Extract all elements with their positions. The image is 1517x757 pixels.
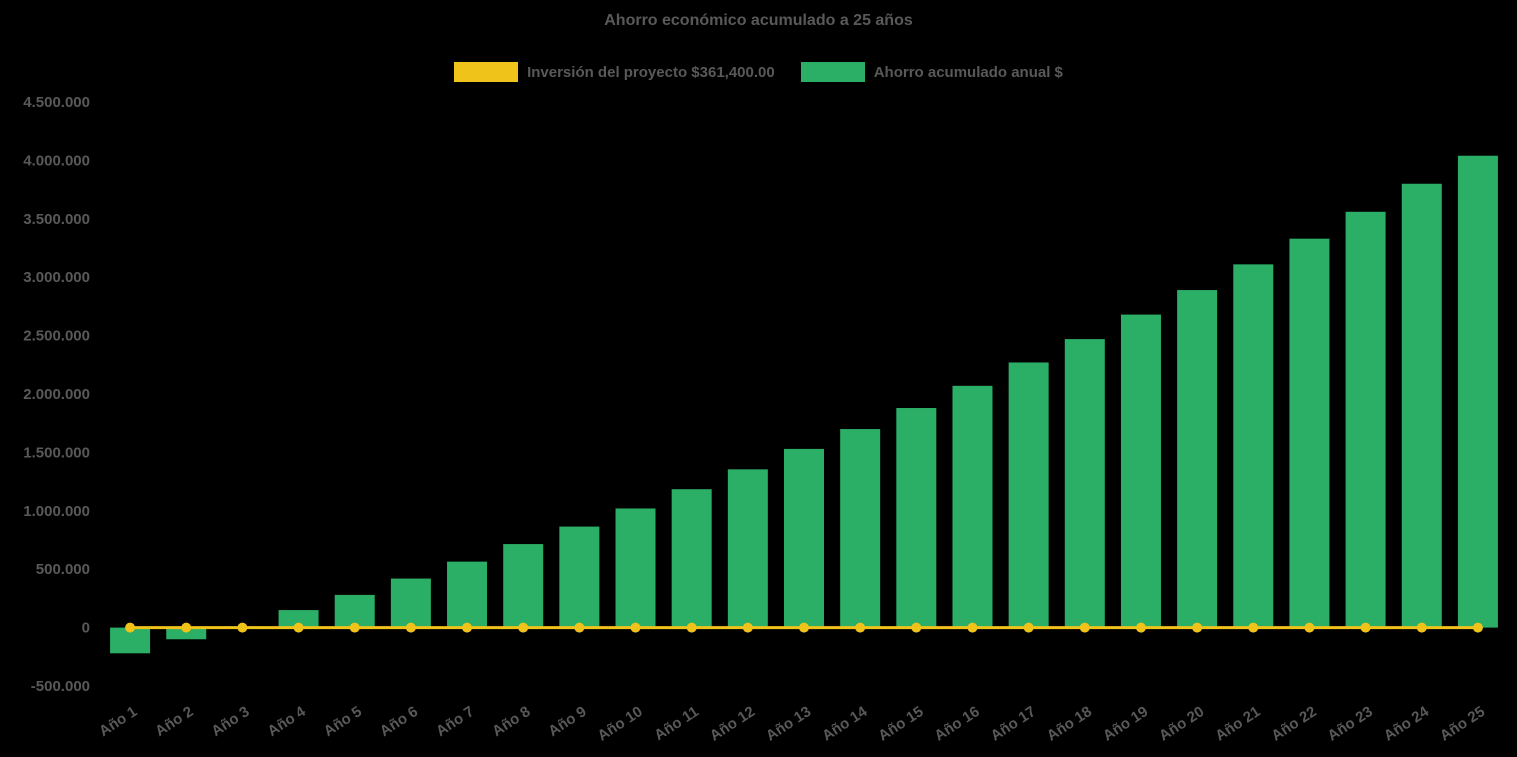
line-marker xyxy=(1192,622,1203,633)
line-marker xyxy=(799,622,809,633)
x-tick-label: Año 4 xyxy=(265,703,310,740)
x-tick-label: Año 20 xyxy=(1156,703,1207,744)
bar-año-25 xyxy=(1457,155,1498,628)
line-marker xyxy=(405,622,416,633)
x-tick-label: Año 10 xyxy=(594,703,645,744)
x-tick-label: Año 7 xyxy=(433,703,477,740)
legend: Inversión del proyecto $361,400.00 Ahorr… xyxy=(0,62,1517,82)
bar-año-7 xyxy=(447,561,488,628)
x-tick-label: Año 23 xyxy=(1325,703,1376,744)
y-tick-label: 4.500.000 xyxy=(23,94,90,111)
line-marker xyxy=(462,622,473,633)
line-marker xyxy=(1248,622,1259,633)
legend-swatch-ahorro xyxy=(800,62,865,82)
bar-año-17 xyxy=(1008,362,1049,628)
x-tick-label: Año 19 xyxy=(1100,703,1151,744)
line-marker xyxy=(349,622,360,633)
y-tick-label: 4.000.000 xyxy=(23,152,90,169)
bar-año-11 xyxy=(671,489,712,628)
y-tick-label: 500.000 xyxy=(36,561,90,578)
bar-año-23 xyxy=(1345,211,1386,628)
legend-label-inversion: Inversión del proyecto $361,400.00 xyxy=(527,63,775,81)
x-tick-label: Año 21 xyxy=(1212,703,1263,744)
chart-title: Ahorro económico acumulado a 25 años xyxy=(604,12,913,29)
bar-año-2 xyxy=(166,627,207,640)
x-tick-label: Año 6 xyxy=(377,703,421,740)
x-tick-label: Año 13 xyxy=(763,703,814,744)
bar-año-12 xyxy=(727,469,768,628)
y-tick-label: 2.000.000 xyxy=(23,386,90,403)
line-marker xyxy=(1023,622,1034,633)
line-marker xyxy=(518,622,529,633)
line-marker xyxy=(911,622,922,633)
x-tick-label: Año 18 xyxy=(1044,703,1095,744)
line-marker xyxy=(742,622,753,633)
bar-año-20 xyxy=(1177,290,1218,628)
line-marker xyxy=(1472,622,1483,633)
line-marker xyxy=(855,622,866,633)
x-tick-label: Año 15 xyxy=(875,703,926,744)
x-tick-label: Año 16 xyxy=(931,703,982,744)
x-tick-label: Año 9 xyxy=(545,703,589,740)
line-marker xyxy=(1304,622,1315,633)
x-tick-label: Año 2 xyxy=(152,703,196,740)
y-tick-label: 2.500.000 xyxy=(23,328,90,345)
legend-swatch-inversion xyxy=(454,62,519,82)
y-tick-label: 3.000.000 xyxy=(23,269,90,286)
bar-año-22 xyxy=(1289,238,1330,628)
bar-año-14 xyxy=(840,429,881,628)
line-marker xyxy=(181,622,192,633)
line-marker xyxy=(1416,622,1427,633)
bar-año-4 xyxy=(278,610,319,628)
line-marker xyxy=(574,622,585,633)
y-tick-label: 3.500.000 xyxy=(23,211,90,228)
line-marker xyxy=(630,622,641,633)
bar-año-8 xyxy=(503,544,544,628)
bar-año-6 xyxy=(390,578,431,628)
line-marker xyxy=(293,622,304,633)
x-tick-label: Año 1 xyxy=(96,703,140,740)
legend-item-ahorro[interactable]: Ahorro acumulado anual $ xyxy=(800,62,1063,82)
line-marker xyxy=(1135,622,1146,633)
x-tick-label: Año 5 xyxy=(321,703,365,740)
line-marker xyxy=(125,622,136,633)
x-tick-label: Año 14 xyxy=(819,703,871,745)
line-marker xyxy=(1079,622,1090,633)
line-marker xyxy=(1360,622,1371,633)
x-tick-label: Año 25 xyxy=(1437,703,1488,744)
bar-año-24 xyxy=(1401,183,1442,628)
x-tick-label: Año 17 xyxy=(988,703,1039,744)
bar-año-9 xyxy=(559,526,600,628)
x-tick-label: Año 11 xyxy=(651,703,702,744)
bar-año-13 xyxy=(784,448,824,628)
line-marker xyxy=(686,622,697,633)
legend-item-inversion[interactable]: Inversión del proyecto $361,400.00 xyxy=(454,62,775,82)
line-marker xyxy=(237,622,248,633)
bar-año-15 xyxy=(896,408,937,628)
bar-año-16 xyxy=(952,385,993,628)
bar-año-5 xyxy=(334,594,375,628)
line-marker xyxy=(967,622,978,633)
y-tick-label: 0 xyxy=(82,620,90,637)
x-tick-label: Año 8 xyxy=(489,703,533,740)
bar-año-18 xyxy=(1064,339,1105,628)
y-tick-label: -500.000 xyxy=(31,678,90,695)
y-tick-label: 1.500.000 xyxy=(23,444,90,461)
bar-año-10 xyxy=(615,508,656,628)
x-tick-label: Año 3 xyxy=(208,703,252,740)
y-tick-label: 1.000.000 xyxy=(23,503,90,520)
bar-año-21 xyxy=(1233,264,1274,628)
x-tick-label: Año 24 xyxy=(1381,703,1433,745)
x-tick-label: Año 22 xyxy=(1268,703,1319,744)
x-tick-label: Año 12 xyxy=(707,703,758,744)
bar-año-19 xyxy=(1120,314,1161,628)
legend-label-ahorro: Ahorro acumulado anual $ xyxy=(873,63,1063,81)
